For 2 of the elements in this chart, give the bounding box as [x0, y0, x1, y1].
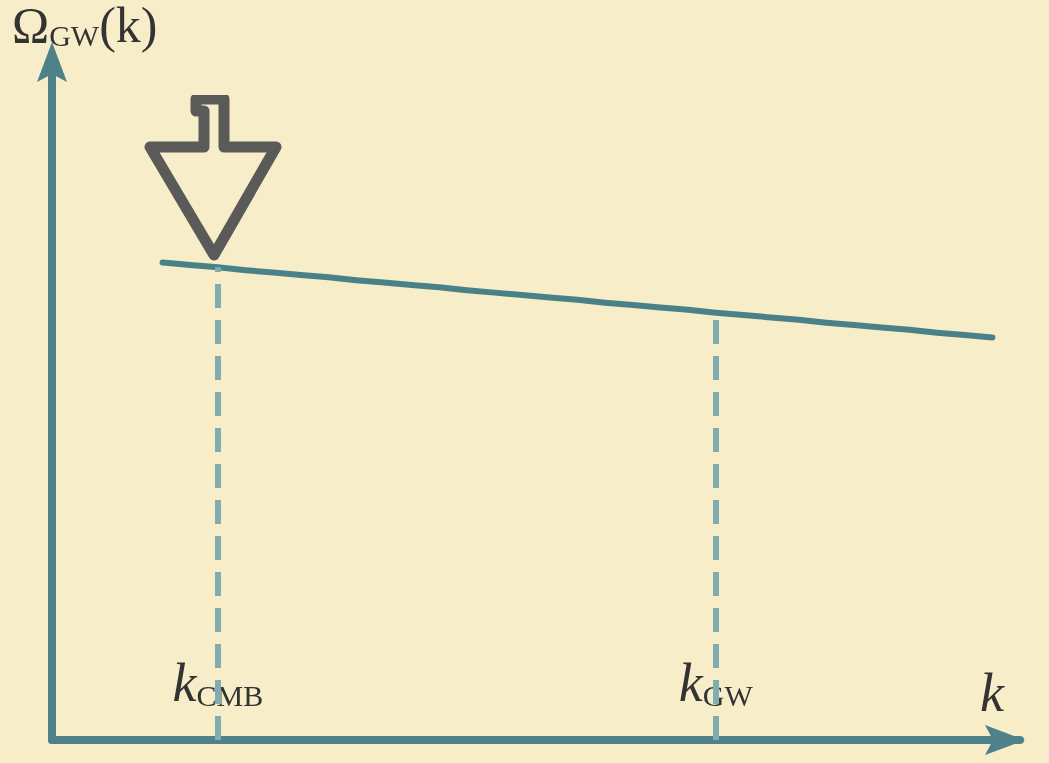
y-axis-title: ΩGW(k) — [12, 0, 158, 53]
x-axis-title: k — [980, 662, 1005, 723]
